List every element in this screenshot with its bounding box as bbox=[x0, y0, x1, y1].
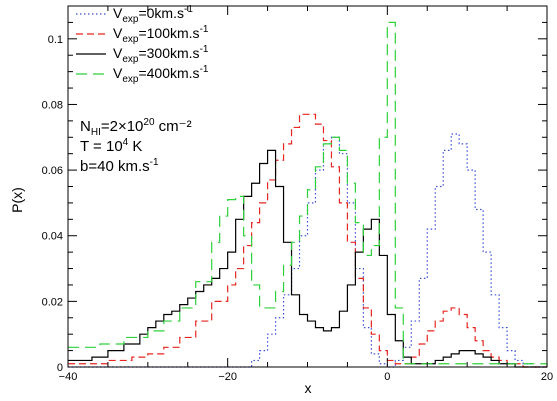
y-tick-label: 0.1 bbox=[48, 34, 63, 46]
annotation-nhi: NHI=2×1020 cm⁻² bbox=[80, 117, 192, 138]
annotation-temp: T = 104 K bbox=[80, 137, 142, 155]
plot-area bbox=[68, 6, 547, 367]
y-tick-label: 0 bbox=[57, 362, 63, 374]
y-axis-label: P(x) bbox=[9, 187, 25, 213]
plot-background bbox=[68, 6, 547, 367]
annotations: NHI=2×1020 cm⁻²T = 104 K b=40 km.s-1 bbox=[80, 117, 192, 175]
series-line-1 bbox=[68, 113, 547, 368]
legend-label-2: Vexp=300km.s-1 bbox=[113, 44, 209, 65]
y-tick-label: 0.02 bbox=[42, 296, 63, 308]
y-tick-label: 0.04 bbox=[42, 231, 63, 243]
x-tick-label: 20 bbox=[541, 371, 553, 383]
legend-label-3: Vexp=400km.s-1 bbox=[113, 64, 209, 85]
x-tick-label: −20 bbox=[218, 371, 237, 383]
y-tick-label: 0.08 bbox=[42, 99, 63, 111]
x-tick-label: −40 bbox=[59, 371, 78, 383]
legend-label-0: Vexp=0km.s-1 bbox=[113, 4, 193, 25]
tick-labels: −40 −20 0 20 0 0.02 0.04 0.06 0.08 0.1 bbox=[42, 34, 554, 383]
legend-label-1: Vexp=100km.s-1 bbox=[113, 24, 209, 45]
annotation-bpar: b=40 km.s-1 bbox=[80, 157, 159, 175]
x-tick-label: 0 bbox=[384, 371, 390, 383]
y-tick-label: 0.06 bbox=[42, 165, 63, 177]
series-line-3 bbox=[68, 21, 548, 367]
x-axis-label: x bbox=[305, 380, 312, 396]
series-layer bbox=[68, 21, 548, 368]
legend: Vexp=0km.s-1Vexp=100km.s-1Vexp=300km.s-1… bbox=[76, 4, 209, 85]
series-line-2 bbox=[68, 149, 547, 368]
ticks bbox=[67, 5, 548, 368]
